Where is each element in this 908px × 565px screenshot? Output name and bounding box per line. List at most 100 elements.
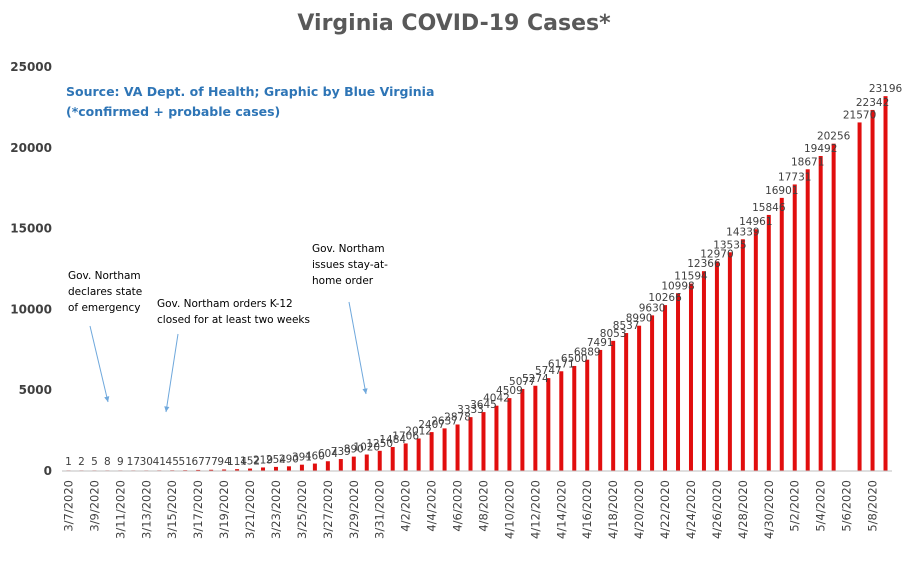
y-tick-label: 10000 bbox=[10, 302, 52, 316]
annotations: Gov. Northam declares state of emergency Go… bbox=[68, 243, 388, 413]
data-label: 152 bbox=[240, 456, 260, 468]
bar bbox=[611, 340, 616, 471]
data-label: 22342 bbox=[856, 97, 889, 109]
data-label: 391 bbox=[292, 452, 312, 464]
x-tick-label: 4/26/2020 bbox=[710, 480, 724, 539]
annotation-arrowhead bbox=[104, 396, 110, 402]
annotation-text: Gov. Northam bbox=[68, 270, 141, 282]
data-label: 7491 bbox=[587, 337, 614, 349]
x-tick-label: 4/8/2020 bbox=[476, 480, 490, 532]
data-label: 6171 bbox=[548, 358, 575, 370]
data-label: 41 bbox=[153, 456, 166, 468]
data-label: 2878 bbox=[444, 411, 471, 423]
data-label: 5747 bbox=[535, 365, 562, 377]
data-label: 2 bbox=[78, 456, 85, 468]
chart-title: Virginia COVID-19 Cases* bbox=[297, 11, 611, 36]
x-tick-label: 4/16/2020 bbox=[580, 480, 594, 539]
data-label: 19492 bbox=[804, 143, 837, 155]
bar bbox=[209, 469, 214, 471]
data-label: 890 bbox=[344, 444, 364, 456]
data-label: 254 bbox=[266, 454, 286, 466]
data-label: 20256 bbox=[817, 131, 851, 143]
x-tick-label: 3/13/2020 bbox=[139, 480, 153, 539]
bar bbox=[572, 365, 577, 471]
bar bbox=[299, 464, 304, 471]
x-tick-label: 3/23/2020 bbox=[269, 480, 283, 539]
annotation-arrow bbox=[348, 301, 367, 395]
data-label: 1706 bbox=[392, 430, 419, 442]
bar bbox=[261, 467, 266, 471]
bar bbox=[442, 428, 447, 471]
annotation-arrowhead bbox=[362, 388, 368, 394]
annotation-arrow bbox=[165, 333, 179, 413]
bar bbox=[520, 388, 525, 471]
data-label: 6889 bbox=[574, 347, 601, 359]
y-tick-label: 5000 bbox=[19, 383, 52, 397]
bar bbox=[481, 412, 486, 471]
data-labels: 1 2 5 8 9 17 30 41 45 51 67 77 941141522192542903914… bbox=[65, 83, 902, 468]
data-label: 77 bbox=[204, 456, 217, 468]
data-label: 11594 bbox=[674, 271, 708, 283]
x-tick-label: 3/27/2020 bbox=[321, 480, 335, 539]
bar bbox=[559, 371, 564, 471]
x-tick-label: 3/15/2020 bbox=[165, 480, 179, 539]
data-label: 10998 bbox=[661, 280, 694, 292]
data-label: 17 bbox=[127, 456, 140, 468]
x-tick-label: 3/25/2020 bbox=[295, 480, 309, 539]
x-tick-label: 3/31/2020 bbox=[373, 480, 387, 539]
x-tick-label: 4/30/2020 bbox=[762, 480, 776, 539]
data-label: 460 bbox=[305, 451, 325, 463]
data-label: 45 bbox=[166, 456, 179, 468]
data-label: 18671 bbox=[791, 156, 824, 168]
bar bbox=[533, 385, 538, 471]
data-label: 67 bbox=[191, 456, 204, 468]
bar bbox=[766, 214, 771, 471]
data-label: 290 bbox=[279, 453, 299, 465]
bar bbox=[416, 438, 421, 471]
annotation-arrow bbox=[89, 325, 109, 403]
x-tick-label: 4/28/2020 bbox=[736, 480, 750, 539]
bar bbox=[883, 96, 888, 471]
annotation-text: Gov. Northam orders K-12 bbox=[157, 298, 293, 310]
data-label: 604 bbox=[318, 448, 338, 460]
source-note-line-2: (*confirmed + probable cases) bbox=[66, 104, 280, 119]
bar bbox=[727, 252, 732, 471]
x-tick-label: 3/29/2020 bbox=[347, 480, 361, 539]
bar bbox=[403, 443, 408, 471]
data-label: 21570 bbox=[843, 109, 876, 121]
x-tick-label: 3/7/2020 bbox=[61, 480, 75, 532]
x-tick-label: 4/14/2020 bbox=[554, 480, 568, 539]
annotation-text: closed for at least two weeks bbox=[157, 314, 310, 326]
data-label: 5274 bbox=[522, 373, 549, 385]
data-label: 8053 bbox=[600, 328, 627, 340]
data-label: 739 bbox=[331, 446, 351, 458]
data-label: 1020 bbox=[353, 442, 380, 454]
bar bbox=[870, 109, 875, 471]
data-label: 1 bbox=[65, 456, 72, 468]
bar bbox=[740, 239, 745, 471]
bar bbox=[650, 315, 655, 471]
data-label: 94 bbox=[217, 456, 231, 468]
data-label: 2407 bbox=[418, 419, 445, 431]
x-tick-label: 3/17/2020 bbox=[191, 480, 205, 539]
bar bbox=[248, 468, 253, 471]
x-tick-label: 4/20/2020 bbox=[632, 480, 646, 539]
y-axis: 0 5000 10000 15000 20000 25000 bbox=[10, 60, 52, 478]
bar bbox=[455, 424, 460, 471]
data-label: 15846 bbox=[752, 202, 786, 214]
x-tick-label: 4/6/2020 bbox=[451, 480, 465, 532]
bar bbox=[598, 349, 603, 471]
bar bbox=[831, 143, 836, 472]
annotation-text: Gov. Northam bbox=[312, 243, 385, 255]
data-label: 6500 bbox=[561, 353, 588, 365]
bar bbox=[624, 333, 629, 471]
data-label: 4509 bbox=[496, 385, 523, 397]
bar bbox=[390, 447, 395, 471]
data-label: 4042 bbox=[483, 393, 510, 405]
bar bbox=[818, 156, 823, 471]
x-tick-label: 3/11/2020 bbox=[113, 480, 127, 539]
data-label: 3333 bbox=[457, 404, 484, 416]
x-tick-label: 3/9/2020 bbox=[87, 480, 101, 532]
bar bbox=[714, 261, 719, 471]
